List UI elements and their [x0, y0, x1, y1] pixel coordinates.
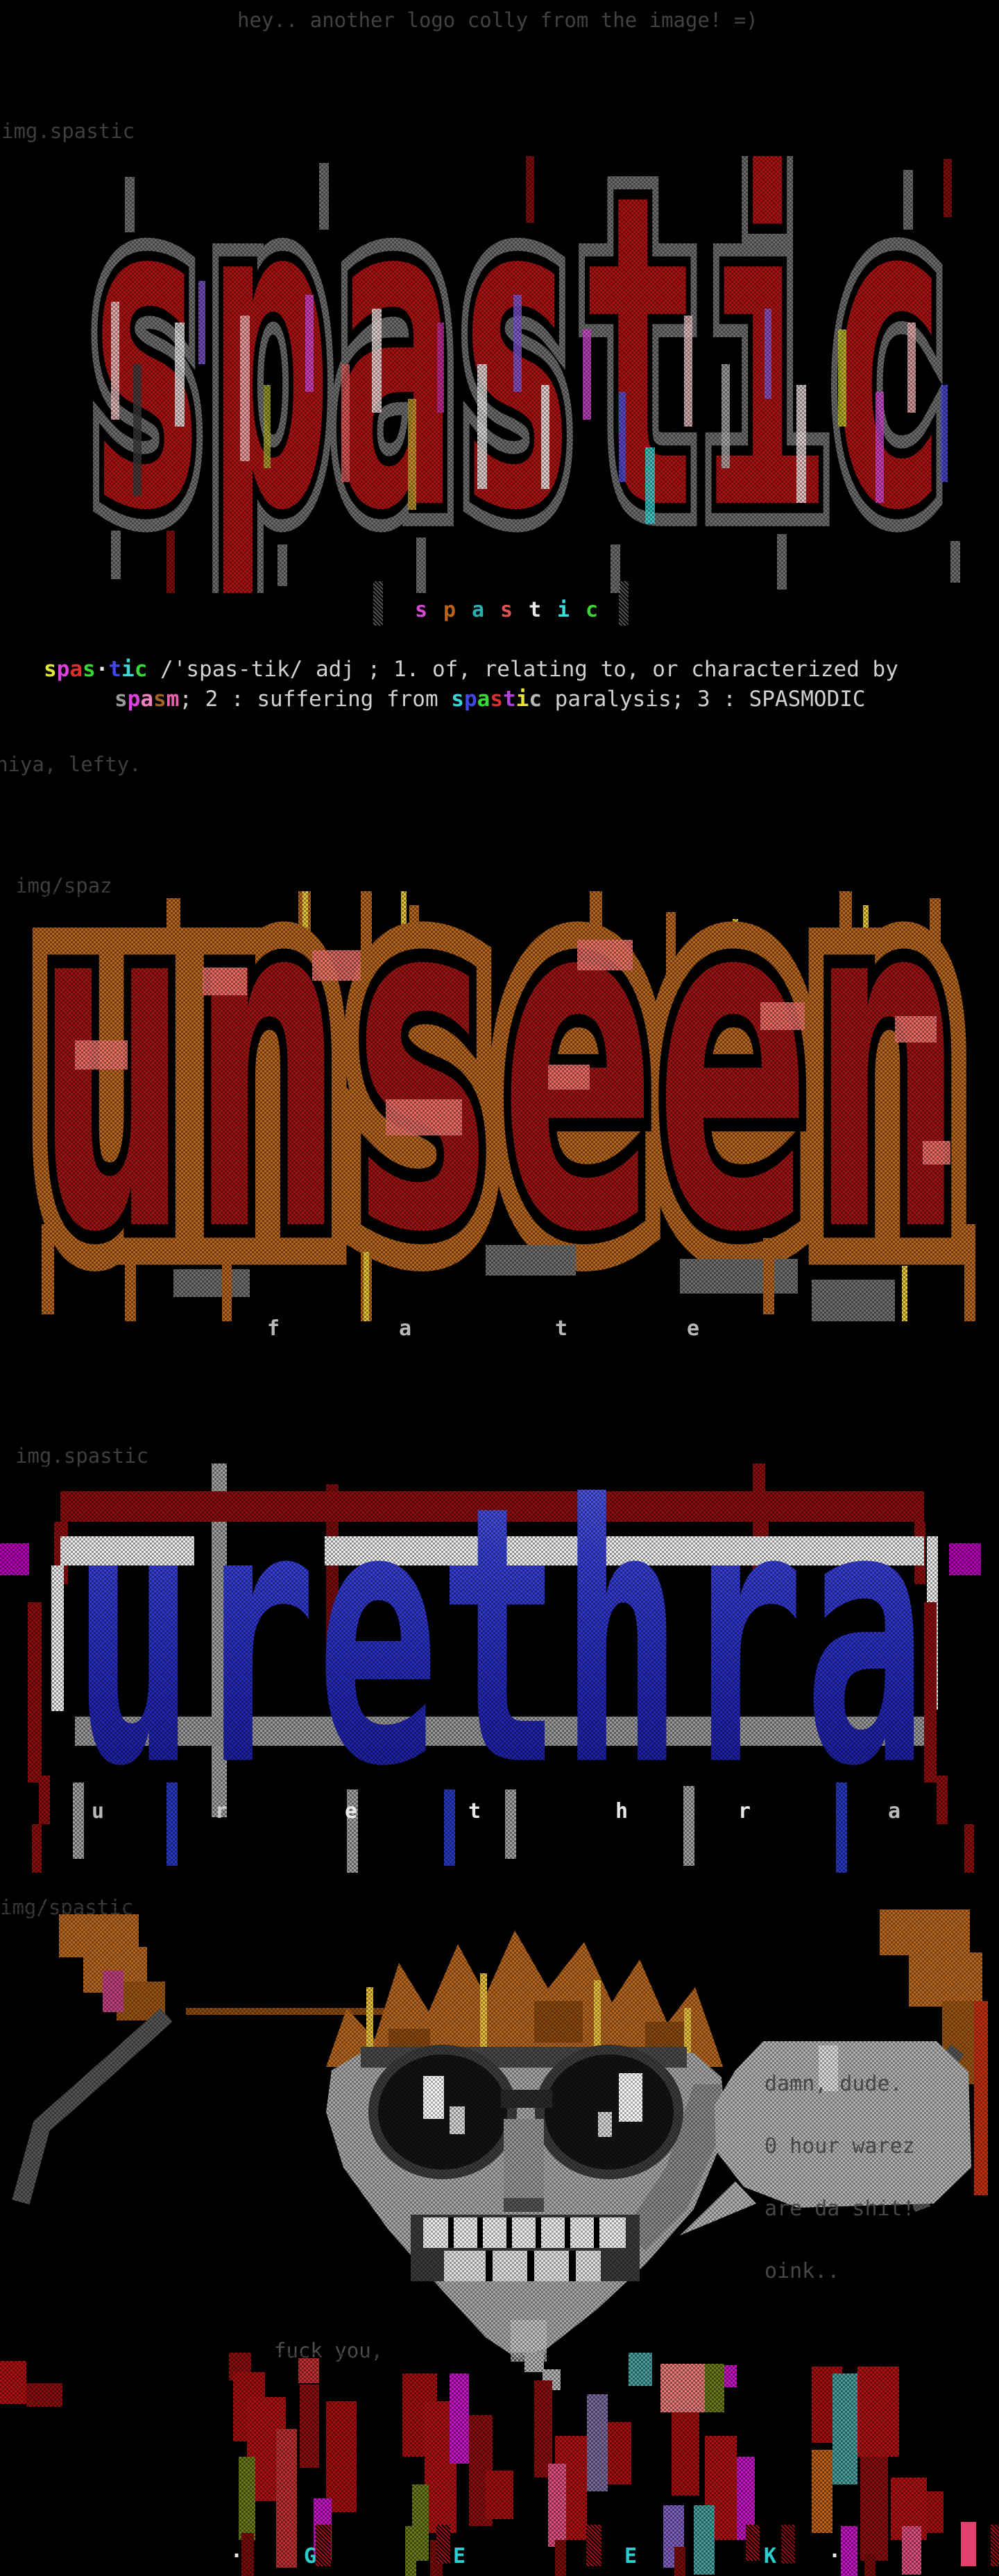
- caption-letter: t: [502, 687, 516, 712]
- caption-letter: i: [515, 687, 529, 712]
- geek-face-art: [0, 1904, 999, 2362]
- glitch-logo-art: [0, 2353, 999, 2576]
- geek-drip-pink: [961, 2522, 976, 2566]
- greeting-text: hiya, lefty.: [0, 753, 142, 776]
- caption-letter: e: [345, 1799, 358, 1823]
- caption-letter: s: [490, 687, 503, 712]
- definition-line1-rest: /'spas-tik/ adj ; 1. of, relating to, or…: [147, 657, 898, 682]
- caption-letter: a: [477, 687, 490, 712]
- definition-word-spastic2: spastic: [451, 687, 542, 712]
- caption-letter: u: [92, 1799, 105, 1823]
- urethra-logo-art: urethra: [0, 1463, 999, 1880]
- caption-letter: t: [468, 1799, 481, 1823]
- spastic-definition-line1: spas·tic /'spas-tik/ adj ; 1. of, relati…: [44, 655, 898, 685]
- header-note: hey.. another logo colly from the image!…: [237, 8, 758, 32]
- caption-letter: r: [738, 1799, 751, 1823]
- caption-letter: s: [500, 598, 513, 622]
- caption-letter: ·: [95, 657, 109, 682]
- definition-line2-mid: ; 2 : suffering from: [179, 687, 452, 712]
- unseen-logo-art: unseen unseen unseen: [0, 891, 999, 1321]
- caption-letter: h: [615, 1799, 629, 1823]
- definition-word-spasm: spasm: [114, 687, 179, 712]
- caption-letter: ·: [230, 2544, 244, 2568]
- caption-letter: m: [166, 687, 180, 712]
- bubble-text: damn, dude. 0 hour warez are da shit! oi…: [765, 2068, 915, 2287]
- caption-letter: E: [453, 2544, 466, 2568]
- caption-letter: p: [56, 657, 70, 682]
- geek-drip: [781, 2525, 795, 2564]
- caption-letter: a: [472, 598, 485, 622]
- caption-letter: c: [529, 687, 542, 712]
- caption-letter: a: [399, 1316, 412, 1341]
- spastic-definition-line2: spasm; 2 : suffering from spastic paraly…: [114, 685, 866, 714]
- bubble-line-1: damn, dude.: [765, 2072, 903, 2096]
- caption-letter: ·: [828, 2544, 842, 2568]
- caption-letter: K: [764, 2544, 777, 2568]
- definition-word-spastic: spas·tic: [44, 657, 147, 682]
- caption-letter: e: [687, 1316, 700, 1341]
- caption-letter: t: [108, 657, 122, 682]
- caption-letter: a: [69, 657, 83, 682]
- caption-letter: c: [586, 598, 599, 622]
- geek-caption: · G E E K ·: [0, 2544, 999, 2572]
- spastic-caption-drip-right: [619, 581, 629, 626]
- geek-drip: [991, 2525, 999, 2566]
- caption-letter: r: [215, 1799, 228, 1823]
- caption-letter: a: [888, 1799, 901, 1823]
- geek-drip: [586, 2525, 601, 2566]
- caption-letter: i: [557, 598, 570, 622]
- geek-drip: [746, 2525, 760, 2561]
- caption-letter: E: [624, 2544, 638, 2568]
- bubble-line-2: 0 hour warez: [765, 2134, 915, 2158]
- caption-letter: G: [304, 2544, 317, 2568]
- spastic-caption-drip-left: [373, 581, 383, 626]
- caption-letter: s: [415, 598, 428, 622]
- caption-letter: c: [134, 657, 148, 682]
- geek-drip: [436, 2525, 450, 2564]
- bubble-line-4: oink..: [765, 2259, 840, 2283]
- definition-line2-rest: paralysis; 3 : SPASMODIC: [542, 687, 866, 712]
- caption-letter: p: [463, 687, 477, 712]
- caption-letter: i: [121, 657, 135, 682]
- caption-letter: s: [114, 687, 128, 712]
- caption-letter: t: [555, 1316, 568, 1341]
- caption-letter: s: [451, 687, 464, 712]
- caption-letter: p: [443, 598, 456, 622]
- caption-letter: f: [267, 1316, 280, 1341]
- caption-letter: s: [153, 687, 166, 712]
- caption-letter: p: [127, 687, 141, 712]
- bubble-line-3: are da shit!: [765, 2197, 915, 2221]
- spastic-artist-label: img.spastic: [1, 119, 135, 143]
- caption-letter: a: [140, 687, 154, 712]
- spastic-logo-art: spastic spastic spastic: [28, 156, 999, 593]
- caption-letter: s: [83, 657, 96, 682]
- caption-letter: s: [44, 657, 57, 682]
- caption-letter: t: [529, 598, 542, 622]
- geek-drip: [316, 2525, 331, 2566]
